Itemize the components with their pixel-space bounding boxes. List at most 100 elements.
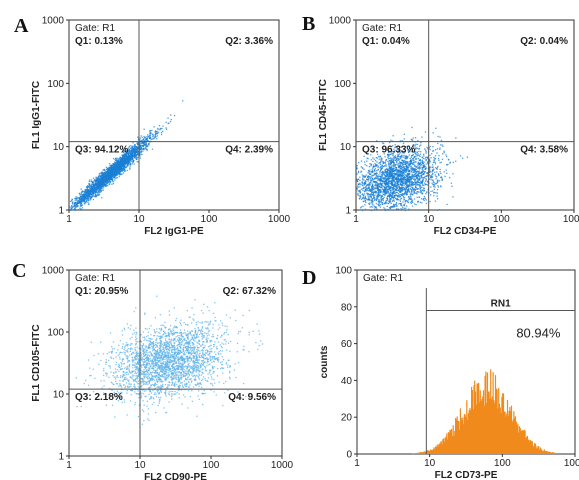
event-point xyxy=(398,189,400,191)
event-point xyxy=(105,180,107,182)
event-point xyxy=(98,178,100,180)
event-point xyxy=(369,206,371,208)
event-point xyxy=(124,154,126,156)
event-point xyxy=(413,174,415,176)
event-point xyxy=(382,161,384,163)
event-point xyxy=(116,162,118,164)
event-point xyxy=(373,194,375,196)
event-point xyxy=(411,205,414,207)
event-point xyxy=(419,186,421,188)
event-point xyxy=(130,153,132,155)
event-point xyxy=(375,176,377,178)
event-point xyxy=(111,180,113,182)
event-point xyxy=(364,186,366,188)
y-tick-label: 1 xyxy=(345,206,351,217)
event-point xyxy=(133,163,135,165)
event-point xyxy=(408,176,410,179)
event-point xyxy=(103,172,105,174)
event-point xyxy=(370,176,372,178)
event-point xyxy=(384,190,386,192)
event-point xyxy=(441,177,443,179)
event-point xyxy=(110,178,112,180)
event-point xyxy=(119,174,121,176)
event-point xyxy=(368,183,370,185)
event-point xyxy=(109,167,111,169)
event-point xyxy=(409,176,411,178)
event-point xyxy=(401,205,403,207)
event-point xyxy=(363,176,365,178)
event-point xyxy=(146,135,148,138)
event-point xyxy=(407,180,409,182)
event-point xyxy=(144,144,146,146)
event-point xyxy=(414,170,416,172)
event-point xyxy=(106,178,109,181)
event-point xyxy=(388,196,391,198)
event-point xyxy=(103,176,105,178)
event-point xyxy=(389,202,391,204)
event-point xyxy=(424,168,426,170)
event-point xyxy=(419,155,421,157)
event-point xyxy=(111,172,114,174)
event-point xyxy=(81,198,84,200)
event-point xyxy=(162,125,164,127)
event-point xyxy=(383,171,385,174)
event-point xyxy=(84,189,86,191)
event-point xyxy=(395,169,397,171)
event-point xyxy=(389,193,391,196)
event-point xyxy=(436,148,439,150)
event-point xyxy=(421,176,423,178)
event-point xyxy=(101,173,104,175)
event-point xyxy=(412,181,414,184)
event-point xyxy=(133,151,135,153)
event-point xyxy=(121,158,123,160)
event-point xyxy=(391,193,393,196)
event-point xyxy=(108,166,111,168)
event-point xyxy=(433,161,435,163)
event-point xyxy=(386,178,388,181)
event-point xyxy=(426,180,428,182)
event-point xyxy=(86,194,89,196)
event-point xyxy=(136,148,138,150)
event-point xyxy=(386,192,388,195)
event-point xyxy=(390,139,392,141)
event-point xyxy=(423,155,425,157)
event-point xyxy=(381,199,383,201)
event-point xyxy=(372,204,374,206)
event-point xyxy=(78,199,80,202)
event-point xyxy=(369,169,371,171)
event-point xyxy=(416,167,419,169)
event-point xyxy=(420,182,423,184)
event-point xyxy=(410,161,412,163)
event-point xyxy=(160,133,163,136)
event-point xyxy=(129,158,131,161)
event-point xyxy=(115,166,117,168)
event-point xyxy=(121,160,123,162)
event-point xyxy=(394,205,396,208)
event-point xyxy=(419,167,421,169)
event-point xyxy=(111,174,113,176)
event-point xyxy=(400,180,402,182)
event-point xyxy=(141,148,143,150)
event-point xyxy=(401,193,403,196)
event-point xyxy=(103,181,105,183)
event-point xyxy=(75,203,77,205)
event-point xyxy=(428,174,431,176)
event-point xyxy=(76,200,78,202)
event-point xyxy=(357,194,359,196)
event-point xyxy=(387,160,389,163)
event-point xyxy=(374,181,376,183)
event-point xyxy=(394,196,396,198)
event-point xyxy=(137,143,139,145)
event-point xyxy=(412,151,414,153)
event-point xyxy=(83,190,85,192)
event-point xyxy=(380,189,382,191)
event-point xyxy=(431,176,434,178)
event-point xyxy=(376,187,378,189)
event-point xyxy=(371,198,373,201)
event-point xyxy=(404,169,406,171)
event-point xyxy=(413,156,416,158)
event-point xyxy=(113,175,115,177)
event-point xyxy=(390,171,392,173)
event-point xyxy=(438,159,440,161)
event-point xyxy=(379,156,381,158)
